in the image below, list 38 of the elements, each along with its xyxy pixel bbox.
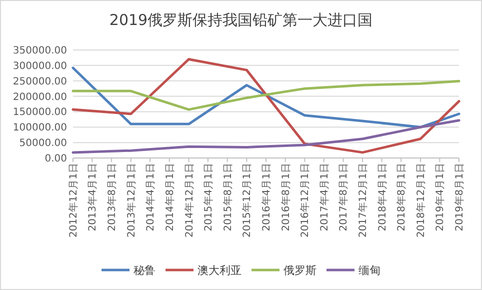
x-tick-label: 2014年12月1日 xyxy=(183,163,196,238)
line-series xyxy=(72,58,460,154)
line-series xyxy=(72,80,460,111)
x-tick-label: 2017年8月1日 xyxy=(338,163,350,232)
x-tick-label: 2013年8月1日 xyxy=(106,163,118,232)
y-tick-label: 0.00 xyxy=(44,154,67,164)
legend-label: 澳大利亚 xyxy=(198,264,242,277)
x-tick-label: 2015年8月1日 xyxy=(222,163,234,232)
y-tick-label: 350000.00 xyxy=(12,46,67,56)
x-tick-label: 2013年4月1日 xyxy=(86,163,99,232)
x-tick-label: 2018年12月1日 xyxy=(414,163,427,238)
y-tick-label: 100000.00 xyxy=(12,122,67,134)
x-tick-label: 2018年4月1日 xyxy=(376,163,388,232)
x-tick-label: 2013年12月1日 xyxy=(125,163,138,238)
x-tick-label: 2016年8月1日 xyxy=(280,163,292,232)
x-tick-label: 2019年4月1日 xyxy=(434,163,446,232)
x-tick-label: 2012年12月1日 xyxy=(68,163,80,238)
x-tick-label: 2019年8月1日 xyxy=(454,163,466,232)
y-tick-label: 50000.00 xyxy=(19,138,67,150)
legend-label: 缅甸 xyxy=(358,264,380,277)
line-series xyxy=(72,66,460,128)
x-tick-label: 2016年12月1日 xyxy=(299,163,312,238)
y-tick-label: 250000.00 xyxy=(12,76,67,88)
chart-title: 2019俄罗斯保持我国铅矿第一大进口国 xyxy=(109,11,373,29)
legend-label: 秘鲁 xyxy=(134,264,156,277)
y-tick-label: 150000.00 xyxy=(12,107,67,118)
x-tick-label: 2014年8月1日 xyxy=(164,163,176,232)
y-tick-label: 200000.00 xyxy=(12,92,67,103)
y-tick-label: 300000.00 xyxy=(12,60,67,72)
legend-label: 俄罗斯 xyxy=(284,264,316,277)
x-tick-label: 2015年4月1日 xyxy=(202,163,214,232)
line-series xyxy=(72,119,460,154)
x-tick-label: 2017年4月1日 xyxy=(318,163,330,232)
x-tick-label: 2016年4月1日 xyxy=(260,163,272,232)
x-tick-label: 2018年8月1日 xyxy=(396,163,408,232)
x-tick-label: 2014年4月1日 xyxy=(144,163,157,232)
x-tick-label: 2015年12月1日 xyxy=(241,163,254,238)
x-tick-label: 2017年12月1日 xyxy=(357,163,370,238)
